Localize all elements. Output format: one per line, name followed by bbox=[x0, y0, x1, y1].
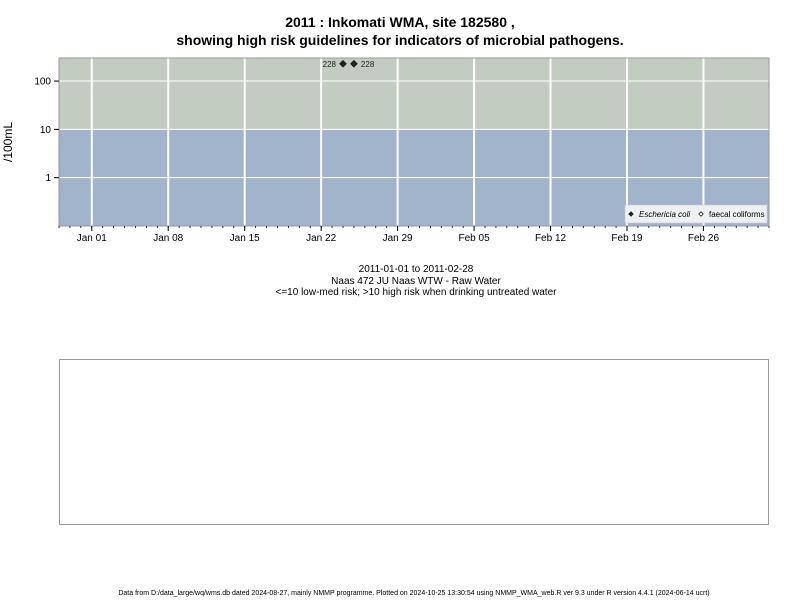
data-points: 228 228 bbox=[323, 60, 375, 69]
x-axis: Jan 01 Jan 08 Jan 15 Jan 22 Jan 29 Feb 05 Feb … bbox=[58, 226, 770, 244]
chart-title-line-1: 2011 : Inkomati WMA, site 182580 , bbox=[285, 14, 515, 30]
y-axis: 1 10 100 bbox=[34, 77, 59, 184]
chart-title-line-2: showing high risk guidelines for indicat… bbox=[176, 32, 624, 48]
data-point bbox=[339, 59, 347, 68]
x-tick-label: Feb 19 bbox=[611, 233, 643, 244]
x-tick-label: Feb 12 bbox=[535, 233, 567, 244]
legend-label: Eschericia coli bbox=[639, 210, 690, 219]
y-tick-label: 1 bbox=[45, 173, 51, 184]
risk-note: <=10 low-med risk; >10 high risk when dr… bbox=[275, 287, 557, 298]
x-tick-label: Feb 05 bbox=[459, 233, 491, 244]
data-point bbox=[350, 59, 358, 68]
x-tick-label: Jan 08 bbox=[153, 233, 183, 244]
y-tick-label: 100 bbox=[34, 77, 51, 88]
data-label: 228 bbox=[361, 60, 375, 69]
legend: Eschericia coli faecal coliforms bbox=[624, 204, 768, 224]
empty-plot-panel bbox=[59, 359, 769, 525]
grid-lines bbox=[59, 58, 769, 226]
footer-note: Data from D:/data_large/wq/wms.db dated … bbox=[118, 590, 710, 597]
y-tick-label: 10 bbox=[40, 125, 52, 136]
legend-marker bbox=[698, 211, 704, 217]
x-tick-label: Jan 01 bbox=[77, 233, 107, 244]
x-tick-label: Jan 22 bbox=[306, 233, 336, 244]
x-tick-label: Jan 29 bbox=[383, 233, 413, 244]
data-label: 228 bbox=[323, 60, 337, 69]
microbial-chart: Jan 01 Jan 08 Jan 15 Jan 22 Jan 29 Feb 05 Feb … bbox=[1, 57, 770, 244]
site-name: Naas 472 JU Naas WTW - Raw Water bbox=[331, 276, 501, 287]
plot-frame bbox=[58, 57, 770, 227]
risk-bands bbox=[59, 58, 769, 226]
high-risk-band bbox=[59, 58, 769, 130]
x-tick-label: Jan 15 bbox=[230, 233, 260, 244]
legend-marker bbox=[628, 211, 634, 217]
date-range: 2011-01-01 to 2011-02-28 bbox=[358, 264, 474, 275]
legend-label: faecal coliforms bbox=[709, 210, 765, 219]
x-tick-label: Feb 26 bbox=[688, 233, 720, 244]
legend-box bbox=[624, 204, 768, 224]
y-axis-label: /100mL bbox=[1, 122, 15, 162]
